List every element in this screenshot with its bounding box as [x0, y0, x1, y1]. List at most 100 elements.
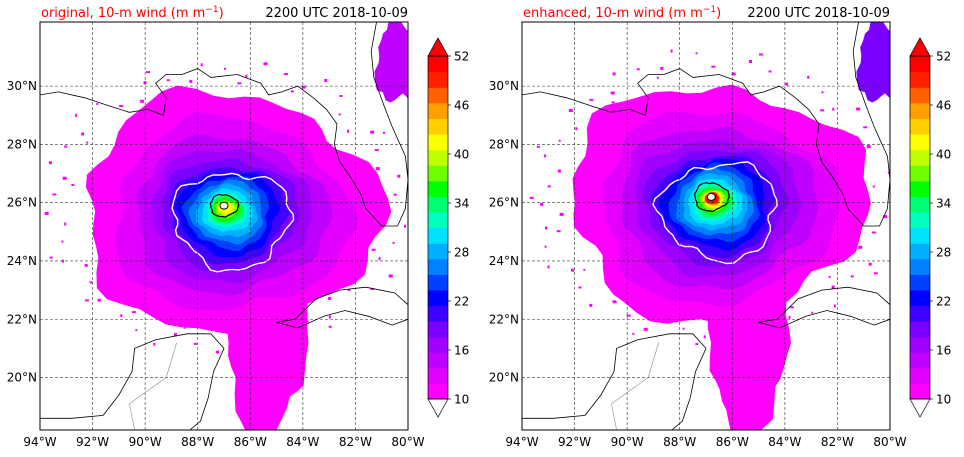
wind-speckle — [347, 129, 349, 133]
wind-speckle — [821, 91, 824, 94]
wind-speckle — [703, 335, 706, 339]
wind-speckle — [231, 335, 236, 339]
wind-speckle — [559, 212, 564, 216]
wind-speckle — [833, 304, 836, 308]
wind-map-original: original, 10-m wind (m m−1) 2200 UTC 2018… — [7, 5, 470, 449]
wind-speckle — [404, 224, 406, 228]
lon-tick-label: 94°W — [505, 435, 538, 449]
wind-speckle — [695, 52, 698, 55]
contour-line-black — [209, 193, 240, 218]
wind-speckle — [854, 143, 858, 146]
wind-speckle — [393, 193, 397, 196]
wind-speckle — [571, 268, 574, 272]
colorbar-segment — [910, 102, 930, 119]
colorbar-segment — [910, 289, 930, 307]
wind-speckle — [119, 105, 124, 108]
country-border — [611, 342, 659, 430]
wind-speckle — [682, 327, 685, 330]
colorbar-tick-label: 10 — [936, 393, 951, 407]
wind-speckle — [49, 256, 53, 259]
lon-tick-label: 82°W — [339, 435, 372, 449]
lat-tick-label: 20°N — [7, 371, 37, 385]
colorbar-tick-label: 46 — [936, 99, 951, 113]
wind-speckle — [44, 211, 49, 215]
wind-speckle — [711, 65, 716, 68]
wind-speckle — [48, 161, 52, 165]
wind-speckle — [146, 71, 150, 74]
colorbar-extend-min — [427, 398, 449, 418]
wind-speckle — [52, 193, 57, 196]
wind-speckle — [739, 324, 743, 327]
wind-speckle — [636, 68, 640, 71]
wind-speckle — [807, 75, 810, 79]
lon-tick-label: 86°W — [716, 435, 749, 449]
wind-speckle — [788, 316, 791, 320]
wind-speckle — [81, 132, 85, 136]
wind-speckle — [370, 287, 375, 290]
map-area — [40, 22, 413, 430]
wind-speckle — [374, 149, 379, 152]
wind-speckle — [547, 265, 550, 269]
colorbar-segment — [910, 352, 930, 369]
wind-speckle — [670, 49, 673, 53]
wind-speckle — [529, 196, 534, 199]
wind-speckle — [328, 296, 332, 300]
lat-tick-label: 30°N — [489, 79, 519, 93]
colorbar-tick-label: 40 — [454, 148, 469, 162]
wind-speckle — [872, 185, 875, 188]
contour-line-white — [171, 172, 295, 273]
colorbar-segment — [428, 352, 448, 369]
wind-speckle — [62, 176, 67, 180]
colorbar-segment — [910, 274, 930, 291]
wind-speckle — [96, 103, 99, 105]
hurricane-eye — [219, 201, 229, 210]
wind-speckle — [89, 281, 93, 284]
wind-speckle — [193, 342, 197, 345]
wind-speckle — [782, 334, 787, 338]
wind-speckle — [277, 340, 282, 344]
wind-speckle — [610, 91, 615, 95]
colorbar-frame — [909, 55, 931, 400]
wind-speckle — [611, 101, 615, 104]
wind-speckle — [863, 126, 868, 129]
wind-speckle — [153, 342, 156, 346]
colorbar-segment — [910, 196, 930, 213]
wind-speckle — [757, 335, 762, 338]
colorbar-tick-label: 40 — [936, 148, 951, 162]
wind-speckle — [84, 263, 88, 267]
colorbar-segment — [428, 336, 448, 353]
wind-speckle — [832, 107, 835, 111]
lon-tick-label: 94°W — [23, 435, 56, 449]
wind-speckle — [850, 275, 854, 278]
colorbar-tick-label: 52 — [454, 50, 469, 64]
lat-tick-label: 28°N — [7, 137, 37, 151]
wind-speckle — [397, 174, 401, 178]
colorbar-segment — [910, 71, 930, 88]
wind-speckle — [338, 113, 341, 116]
lon-tick-label: 80°W — [873, 435, 906, 449]
colorbar-tick-label: 28 — [936, 246, 951, 260]
colorbar-tick-label: 10 — [454, 393, 469, 407]
wind-speckle — [86, 141, 89, 144]
wind-speckle — [643, 327, 648, 331]
colorbar-segment — [428, 56, 448, 73]
lat-tick-label: 30°N — [7, 79, 37, 93]
wind-speckle — [718, 320, 721, 324]
colorbar-tick-label: 34 — [454, 197, 469, 211]
wind-speckle — [339, 95, 343, 97]
colorbar-segment — [910, 243, 930, 260]
wind-speckle — [84, 299, 89, 302]
wind-speckle — [663, 318, 666, 322]
wind-speckle — [612, 72, 616, 76]
wind-speckle — [828, 275, 831, 278]
colorbar-segment — [910, 211, 930, 229]
colorbar-tick-label: 28 — [454, 246, 469, 260]
wind-speckle — [811, 311, 814, 314]
colorbar-tick-label: 34 — [936, 197, 951, 211]
wind-speckle — [140, 99, 145, 103]
colorbar-segment — [910, 149, 930, 166]
wind-speckle — [263, 62, 268, 66]
wind-speckle — [409, 179, 413, 181]
contour-line-black — [693, 182, 730, 213]
lat-tick-label: 22°N — [7, 312, 37, 326]
